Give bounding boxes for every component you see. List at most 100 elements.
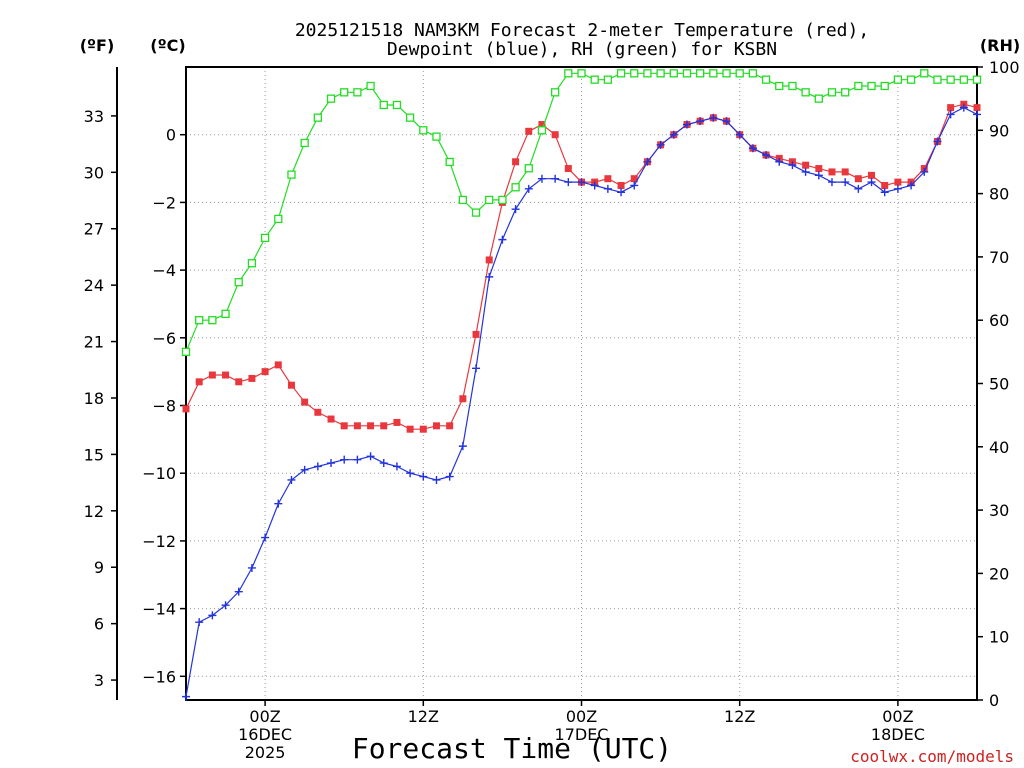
dewpoint-point: [274, 499, 283, 508]
temperature-point: [630, 175, 638, 183]
x-tick-label: 00Z: [249, 707, 280, 726]
dewpoint-point: [247, 563, 256, 572]
temperature-point: [564, 165, 572, 173]
rh-point: [920, 69, 929, 78]
temperature-point: [274, 361, 282, 369]
rh-point: [880, 81, 889, 91]
dewpoint-point: [959, 103, 968, 112]
rh-point: [643, 69, 652, 78]
rh-tick-label: 60: [989, 311, 1009, 330]
temperature-point: [604, 175, 612, 183]
temperature-point: [485, 256, 493, 264]
dewpoint-point: [682, 120, 691, 129]
dewpoint-point: [788, 161, 797, 170]
rh-point: [696, 69, 705, 78]
fahrenheit-tick-label: 9: [94, 558, 104, 577]
dewpoint-point: [643, 157, 652, 166]
dewpoint-point: [762, 151, 771, 160]
chart-title-line2: Dewpoint (blue), RH (green) for KSBN: [387, 39, 777, 60]
dewpoint-point: [432, 475, 441, 484]
dewpoint-point: [551, 174, 560, 183]
rh-tick-label: 20: [989, 564, 1009, 583]
rh-tick-label: 40: [989, 438, 1009, 457]
temperature-point: [406, 425, 414, 433]
dewpoint-point: [814, 171, 823, 180]
dewpoint-point: [485, 272, 494, 281]
temperature-point: [380, 422, 388, 430]
rh-point: [603, 75, 613, 84]
rh-point: [274, 214, 283, 224]
temperature-point: [208, 371, 216, 379]
dewpoint-point: [880, 188, 889, 197]
temperature-point: [446, 422, 454, 430]
dewpoint-point: [920, 167, 929, 176]
rh-point: [234, 278, 243, 287]
dewpoint-point: [340, 455, 349, 464]
rh-point: [854, 81, 863, 91]
rh-point: [788, 81, 797, 91]
dewpoint-point: [841, 178, 850, 187]
temperature-point: [327, 415, 335, 423]
credit-label: coolwx.com/models: [850, 747, 1014, 766]
temperature-point: [222, 371, 230, 379]
rh-point: [722, 69, 731, 78]
temperature-point: [894, 178, 902, 186]
dewpoint-point: [564, 178, 573, 187]
dewpoint-point: [709, 113, 718, 122]
celsius-tick-label: −2: [152, 193, 176, 212]
temperature-point: [248, 374, 256, 382]
rh-point: [748, 69, 758, 78]
dewpoint-point: [261, 533, 270, 542]
rh-tick-label: 30: [989, 501, 1009, 520]
dewpoint-point: [590, 181, 599, 190]
rh-tick-label: 90: [989, 121, 1009, 140]
rh-point: [300, 138, 309, 148]
rh-point: [616, 69, 626, 78]
rh-point: [906, 75, 916, 84]
dewpoint-point: [406, 469, 415, 478]
temperature-point: [314, 408, 322, 416]
dewpoint-point: [195, 618, 204, 627]
rh-tick-label: 70: [989, 248, 1009, 267]
rh-point: [564, 69, 573, 78]
dewpoint-point: [379, 459, 388, 468]
x-tick-label: 12Z: [724, 707, 755, 726]
rh-point: [867, 81, 876, 91]
rh-point: [313, 113, 322, 122]
dewpoint-point: [946, 110, 955, 119]
dewpoint-point: [537, 174, 546, 183]
rh-point: [709, 69, 718, 78]
dewpoint-point: [801, 167, 810, 176]
rh-tick-label: 80: [989, 185, 1009, 204]
x-tick-label: 00Z: [566, 707, 597, 726]
dewpoint-point: [524, 184, 533, 193]
temperature-point: [525, 127, 533, 135]
dewpoint-point: [327, 459, 336, 468]
temperature-point: [287, 381, 295, 389]
dewpoint-point: [287, 475, 296, 484]
rh-point: [656, 69, 665, 78]
rh-point: [735, 69, 744, 78]
rh-tick-label: 50: [989, 375, 1009, 394]
rh-point: [445, 157, 454, 167]
temperature-point: [538, 121, 546, 129]
dewpoint-point: [208, 611, 217, 620]
x-tick-label: 17DEC: [555, 725, 609, 744]
dewpoint-point: [630, 181, 639, 190]
rh-point: [959, 75, 968, 84]
temperature-line: [185, 103, 978, 430]
dewpoint-point: [300, 465, 309, 474]
fahrenheit-tick-label: 6: [94, 615, 104, 634]
rh-point: [181, 347, 191, 357]
rh-point: [524, 164, 533, 173]
fahrenheit-tick-label: 3: [94, 671, 104, 690]
temperature-point: [182, 405, 190, 413]
rh-point: [537, 126, 547, 135]
celsius-tick-label: −14: [142, 600, 176, 619]
temperature-point: [459, 395, 467, 403]
rh-point: [827, 88, 837, 97]
rh-point: [577, 69, 586, 78]
x-tick-label: 16DEC: [238, 725, 292, 744]
x-tick-label: 18DEC: [871, 725, 925, 744]
